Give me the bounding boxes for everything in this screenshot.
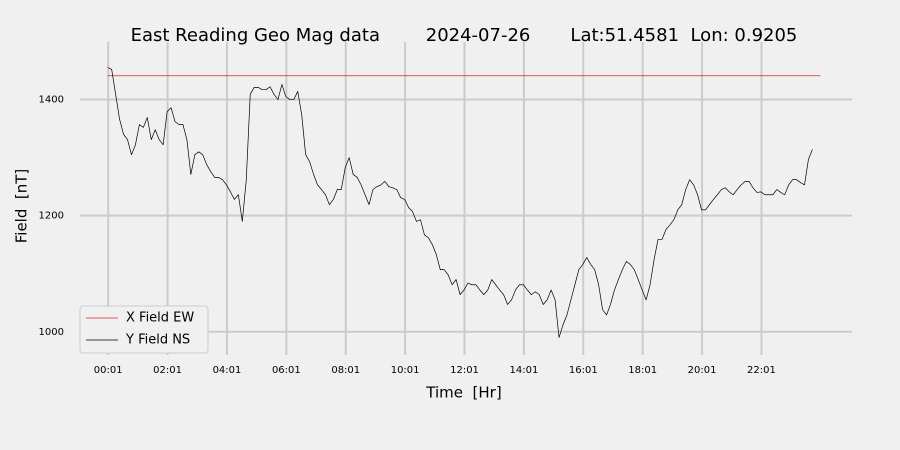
x-axis-label: Time [Hr] — [425, 384, 501, 402]
x-tick-label: 22:01 — [747, 365, 776, 376]
x-tick-label: 12:01 — [450, 365, 479, 376]
x-tick-label: 04:01 — [213, 365, 242, 376]
x-tick-label: 20:01 — [688, 365, 717, 376]
x-tick-label: 16:01 — [569, 365, 598, 376]
chart-title: East Reading Geo Mag data 2024-07-26 Lat… — [131, 25, 798, 46]
legend: X Field EW Y Field NS — [79, 305, 209, 354]
x-tick-label: 18:01 — [628, 365, 657, 376]
x-tick-label: 00:01 — [94, 365, 123, 376]
y-axis-label: Field [nT] — [13, 169, 31, 244]
x-tick-label: 02:01 — [153, 365, 182, 376]
y-tick-label: 1200 — [39, 211, 64, 222]
y-tick-label: 1400 — [39, 95, 64, 106]
y-tick-label: 1000 — [39, 327, 64, 338]
x-tick-label: 08:01 — [331, 365, 360, 376]
x-tick-label: 14:01 — [509, 365, 538, 376]
grid — [80, 42, 852, 355]
x-tick-label: 06:01 — [272, 365, 301, 376]
series-line — [107, 67, 813, 338]
x-tick-label: 10:01 — [391, 365, 420, 376]
legend-label: Y Field NS — [125, 333, 190, 348]
legend-label: X Field EW — [126, 311, 194, 326]
plot-area — [107, 67, 821, 338]
